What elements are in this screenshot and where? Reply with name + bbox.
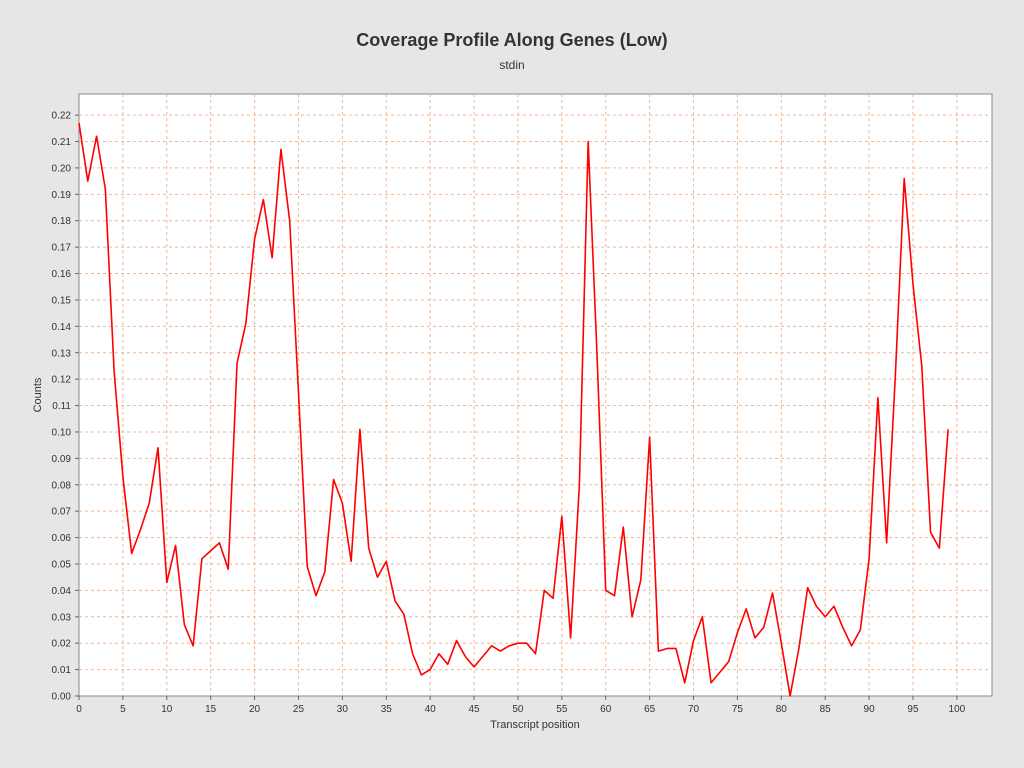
y-tick-label: 0.03 — [52, 612, 72, 623]
x-tick-label: 30 — [337, 704, 349, 715]
y-tick-label: 0.15 — [52, 295, 72, 306]
y-tick-label: 0.08 — [52, 480, 72, 491]
y-tick-label: 0.12 — [52, 375, 72, 386]
y-tick-label: 0.20 — [52, 163, 72, 174]
x-tick-label: 10 — [161, 704, 173, 715]
x-tick-label: 80 — [776, 704, 788, 715]
x-tick-label: 20 — [249, 704, 261, 715]
y-axis: 0.00 0.01 0.02 0.03 0.04 0.05 0.06 0.07 0.08 0.09… — [52, 111, 79, 703]
y-tick-label: 0.02 — [52, 639, 72, 650]
series-line — [78, 122, 949, 697]
chart-subtitle: stdin — [499, 58, 525, 72]
x-tick-label: 40 — [425, 704, 437, 715]
x-tick-label: 95 — [907, 704, 919, 715]
y-tick-label: 0.06 — [52, 533, 72, 544]
y-tick-label: 0.04 — [52, 586, 72, 597]
x-tick-label: 65 — [644, 704, 656, 715]
x-tick-label: 5 — [120, 704, 126, 715]
y-tick-label: 0.17 — [52, 243, 72, 254]
y-tick-label: 0.01 — [52, 665, 72, 676]
y-tick-label: 0.11 — [52, 401, 71, 412]
x-tick-label: 70 — [688, 704, 700, 715]
x-tick-label: 25 — [293, 704, 305, 715]
y-tick-label: 0.09 — [52, 454, 72, 465]
y-tick-label: 0.13 — [52, 348, 72, 359]
x-axis-label: Transcript position — [490, 719, 579, 731]
y-tick-label: 0.00 — [52, 692, 72, 703]
y-axis-label: Counts — [32, 377, 44, 412]
x-tick-label: 50 — [512, 704, 524, 715]
y-tick-label: 0.22 — [52, 111, 72, 122]
y-tick-label: 0.07 — [52, 507, 72, 518]
y-tick-label: 0.05 — [52, 559, 72, 570]
x-tick-label: 45 — [468, 704, 480, 715]
y-tick-label: 0.21 — [52, 137, 72, 148]
x-tick-label: 55 — [556, 704, 568, 715]
x-tick-label: 100 — [949, 704, 966, 715]
x-tick-label: 85 — [820, 704, 832, 715]
chart-title: Coverage Profile Along Genes (Low) — [356, 30, 668, 50]
y-tick-label: 0.18 — [52, 216, 72, 227]
x-tick-label: 35 — [381, 704, 393, 715]
plot-area — [78, 93, 993, 697]
y-tick-label: 0.16 — [52, 269, 72, 280]
x-tick-label: 75 — [732, 704, 744, 715]
y-tick-label: 0.19 — [52, 190, 72, 201]
x-tick-label: 60 — [600, 704, 612, 715]
y-tick-label: 0.10 — [52, 427, 72, 438]
x-tick-label: 90 — [864, 704, 876, 715]
x-tick-label: 0 — [76, 704, 82, 715]
y-tick-label: 0.14 — [52, 322, 72, 333]
grid-lines — [79, 94, 992, 696]
x-tick-label: 15 — [205, 704, 217, 715]
x-axis: 0 5 10 15 20 25 30 35 40 45 50 55 60 65 70 75 80 85 90 95 10… — [76, 696, 966, 715]
